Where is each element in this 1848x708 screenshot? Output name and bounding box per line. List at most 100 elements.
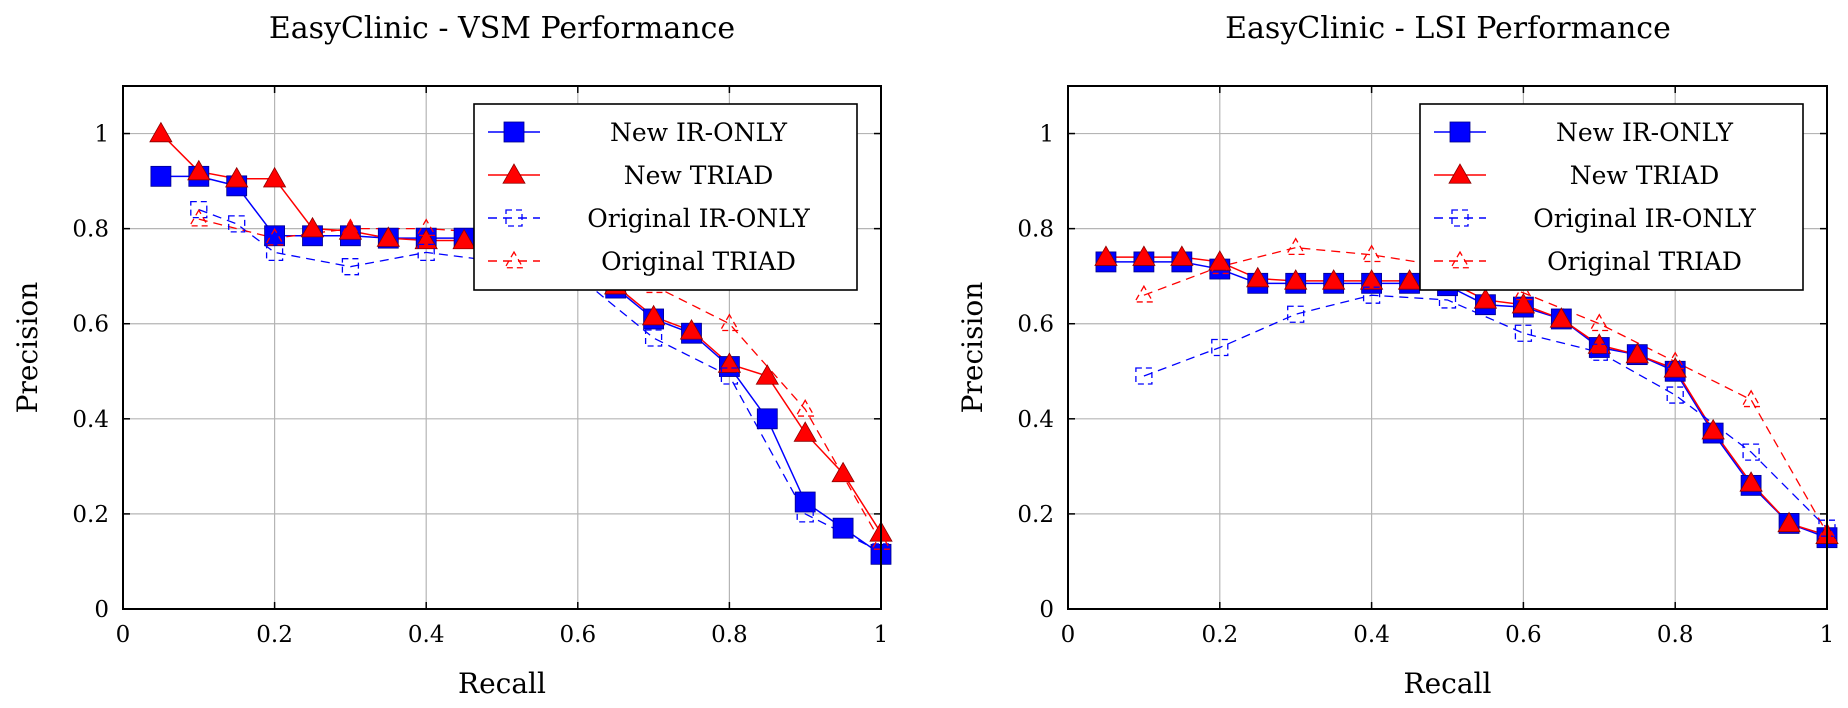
y-tick-label: 1: [1039, 122, 1054, 148]
legend-label-new-ir-only: New IR-ONLY: [610, 118, 788, 147]
lsi-chart: EasyClinic - LSI Performance 0 0.2 0.4 0.6 0.…: [956, 11, 1839, 700]
legend-box: [1419, 103, 1804, 291]
point-new-triad: [262, 166, 287, 188]
point-original-ir-only: [1742, 443, 1760, 461]
legend-marker-new-ir-only: [503, 121, 525, 143]
point-new-triad: [1359, 269, 1384, 290]
point-original-ir-only: [1362, 286, 1381, 304]
point-original-ir-only: [1438, 291, 1457, 309]
point-new-triad: [1094, 245, 1118, 266]
point-new-triad: [1170, 245, 1194, 266]
point-original-triad: [1665, 351, 1686, 370]
x-axis-label: Recall: [1404, 667, 1492, 700]
point-original-triad: [416, 218, 437, 237]
legend: New IR-ONLY New TRIAD Original IR-ONLY Orig…: [473, 103, 858, 291]
point-original-triad: [1361, 244, 1382, 263]
point-new-triad: [1625, 342, 1649, 364]
legend-label-original-ir-only: Original IR-ONLY: [587, 204, 810, 233]
y-axis-label: Precision: [11, 282, 44, 414]
point-new-triad: [1549, 307, 1574, 328]
x-tick-label: 0: [1061, 622, 1076, 648]
legend-label-new-triad: New TRIAD: [1570, 161, 1720, 190]
point-original-triad: [1740, 389, 1762, 408]
y-tick-label: 0.4: [72, 407, 109, 433]
legend-marker-new-ir-only: [1449, 121, 1471, 143]
y-tick-label: 0.2: [1017, 502, 1054, 528]
point-original-ir-only: [1287, 305, 1305, 323]
plot-frame: [1067, 85, 1828, 610]
point-new-triad: [755, 364, 779, 385]
point-original-ir-only: [265, 243, 284, 262]
series-line-original-ir-only: [1143, 294, 1828, 529]
y-tick-label: 0.8: [72, 217, 109, 243]
point-original-triad: [1513, 282, 1534, 301]
series-layer: [1094, 237, 1839, 549]
point-original-ir-only: [796, 505, 814, 523]
legend-marker-original-ir-only: [505, 209, 523, 227]
legend-marker-new-triad: [1448, 163, 1472, 184]
legend-marker-original-triad: [1449, 250, 1471, 269]
legend: New IR-ONLY New TRIAD Original IR-ONLY Orig…: [1419, 103, 1804, 291]
y-tick-label: 0.6: [72, 312, 109, 338]
point-original-triad: [1816, 522, 1838, 541]
point-original-triad: [264, 227, 285, 246]
legend-label-new-triad: New TRIAD: [624, 161, 774, 190]
point-new-triad: [1321, 269, 1346, 290]
point-new-triad: [1246, 266, 1270, 288]
point-new-ir-only: [794, 491, 816, 513]
point-new-triad: [679, 319, 704, 340]
point-original-ir-only: [228, 215, 246, 233]
point-original-triad: [1285, 237, 1306, 256]
x-tick-label: 0.8: [711, 622, 748, 648]
point-new-triad: [1132, 245, 1156, 266]
point-new-triad: [1208, 250, 1232, 271]
y-tick-label: 0.8: [1017, 217, 1054, 243]
x-tick-label: 0.8: [1657, 622, 1694, 648]
legend-box: [473, 103, 858, 291]
legend-label-original-triad: Original TRIAD: [601, 247, 796, 276]
point-original-triad: [1209, 256, 1230, 275]
x-tick-label: 0.4: [408, 622, 445, 648]
y-tick-label: 0: [1039, 597, 1054, 623]
point-new-ir-only: [264, 225, 286, 247]
x-tick-label: 1: [874, 622, 889, 648]
legend-label-new-ir-only: New IR-ONLY: [1556, 118, 1734, 147]
point-new-triad: [300, 216, 325, 238]
point-original-triad: [870, 532, 892, 550]
point-original-triad: [188, 208, 209, 227]
point-new-triad: [831, 461, 855, 483]
legend-marker-original-ir-only: [1451, 209, 1469, 227]
point-original-triad: [719, 313, 740, 332]
x-tick-label: 0.2: [256, 622, 293, 648]
point-original-ir-only: [644, 329, 663, 347]
y-tick-label: 0.6: [1017, 312, 1054, 338]
point-new-ir-only: [832, 517, 854, 539]
point-original-ir-only: [341, 258, 360, 276]
x-tick-label: 0.6: [1505, 622, 1542, 648]
y-tick-label: 0: [94, 597, 109, 623]
legend-marker-original-triad: [503, 250, 525, 269]
x-tick-label: 0.2: [1202, 622, 1239, 648]
point-new-triad: [1739, 471, 1763, 492]
point-original-ir-only: [1590, 343, 1608, 361]
legend-label-original-triad: Original TRIAD: [1547, 247, 1742, 276]
vsm-chart: EasyClinic - VSM Performance 0 0.2 0.4 0.6 0.…: [11, 11, 893, 700]
point-new-triad: [1777, 511, 1801, 533]
point-original-ir-only: [1666, 386, 1684, 404]
point-new-triad: [1663, 357, 1687, 378]
point-original-ir-only: [1135, 367, 1153, 385]
point-original-triad: [795, 398, 816, 417]
point-new-triad: [641, 304, 666, 326]
point-new-triad: [187, 159, 211, 181]
y-tick-label: 0.2: [72, 502, 109, 528]
point-original-ir-only: [190, 200, 208, 219]
plot-frame: [122, 85, 882, 610]
point-new-triad: [376, 226, 400, 247]
point-original-ir-only: [1514, 324, 1533, 342]
x-tick-label: 0.6: [560, 622, 597, 648]
x-tick-label: 1: [1820, 622, 1835, 648]
point-new-triad: [1511, 292, 1536, 314]
chart-title: EasyClinic - VSM Performance: [269, 11, 735, 46]
x-tick-label: 0: [116, 622, 131, 648]
